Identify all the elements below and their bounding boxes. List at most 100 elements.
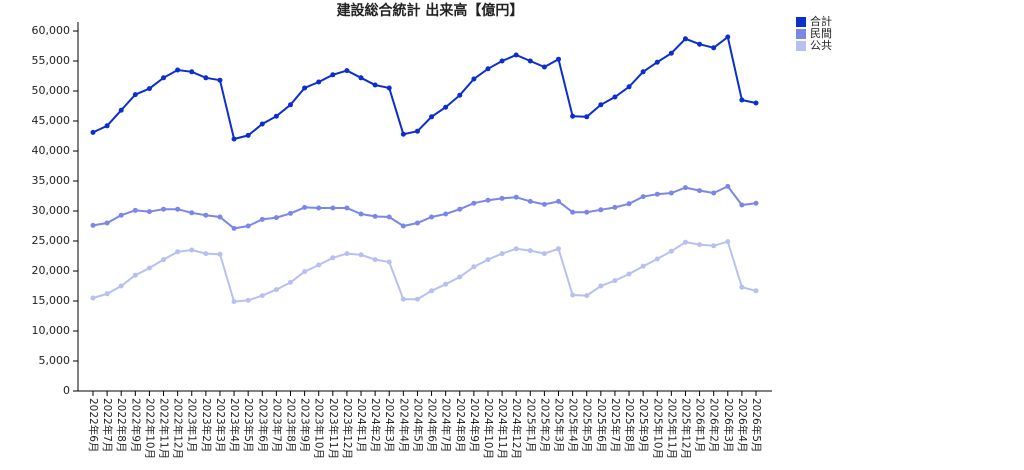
point bbox=[499, 58, 505, 64]
point bbox=[527, 198, 533, 204]
point bbox=[429, 214, 435, 220]
x-tick-label: 2024年12月 bbox=[510, 398, 523, 459]
x-tick-label: 2024年1月 bbox=[355, 398, 368, 452]
point bbox=[259, 293, 265, 299]
point bbox=[118, 283, 124, 289]
point bbox=[457, 274, 463, 280]
x-tick-label: 2023年12月 bbox=[341, 398, 354, 459]
point bbox=[697, 188, 703, 194]
point bbox=[203, 212, 209, 218]
point bbox=[372, 82, 378, 88]
point bbox=[598, 207, 604, 213]
point bbox=[330, 72, 336, 78]
point bbox=[175, 206, 181, 212]
point bbox=[302, 85, 308, 91]
point bbox=[612, 278, 618, 284]
x-tick-label: 2024年9月 bbox=[468, 398, 481, 452]
x-tick-label: 2023年8月 bbox=[284, 398, 297, 452]
x-tick-label: 2022年8月 bbox=[115, 398, 128, 452]
point bbox=[146, 265, 152, 271]
legend-swatch bbox=[796, 17, 806, 27]
x-tick-label: 2023年9月 bbox=[299, 398, 312, 452]
point bbox=[104, 220, 110, 226]
point bbox=[400, 296, 406, 302]
point bbox=[161, 206, 167, 212]
point bbox=[556, 246, 562, 252]
point bbox=[570, 113, 576, 119]
point bbox=[626, 271, 632, 277]
point bbox=[443, 211, 449, 217]
point bbox=[527, 58, 533, 64]
point bbox=[273, 287, 279, 293]
point bbox=[697, 41, 703, 47]
x-tick-label: 2023年4月 bbox=[228, 398, 241, 452]
point bbox=[541, 64, 547, 70]
x-tick-label: 2022年12月 bbox=[172, 398, 185, 459]
point bbox=[132, 92, 138, 98]
point bbox=[344, 251, 350, 257]
x-tick-label: 2022年9月 bbox=[129, 398, 142, 452]
legend-swatch bbox=[796, 41, 806, 51]
point bbox=[189, 247, 195, 253]
point bbox=[104, 291, 110, 297]
point bbox=[654, 59, 660, 65]
x-tick-label: 2022年7月 bbox=[101, 398, 114, 452]
point bbox=[189, 69, 195, 75]
point bbox=[584, 209, 590, 215]
x-tick-label: 2024年11月 bbox=[496, 398, 509, 459]
x-tick-label: 2026年4月 bbox=[736, 398, 749, 452]
point bbox=[513, 52, 519, 58]
point bbox=[513, 246, 519, 252]
x-tick-label: 2025年11月 bbox=[665, 398, 678, 459]
x-tick-label: 2025年2月 bbox=[538, 398, 551, 452]
x-tick-label: 2025年1月 bbox=[524, 398, 537, 452]
point bbox=[316, 262, 322, 268]
point bbox=[499, 251, 505, 257]
point bbox=[541, 251, 547, 257]
point bbox=[161, 75, 167, 81]
point bbox=[471, 264, 477, 270]
point bbox=[668, 50, 674, 56]
x-tick-label: 2025年12月 bbox=[679, 398, 692, 459]
point bbox=[203, 75, 209, 81]
point bbox=[358, 252, 364, 258]
x-tick-label: 2026年5月 bbox=[750, 398, 763, 452]
point bbox=[739, 97, 745, 103]
point bbox=[287, 279, 293, 285]
point bbox=[414, 220, 420, 226]
y-tick-label: 10,000 bbox=[32, 324, 71, 337]
x-tick-label: 2023年5月 bbox=[242, 398, 255, 452]
x-tick-label: 2023年3月 bbox=[214, 398, 227, 452]
y-tick-label: 20,000 bbox=[32, 264, 71, 277]
point bbox=[711, 243, 717, 249]
point bbox=[90, 129, 96, 135]
y-tick-label: 0 bbox=[63, 384, 70, 397]
point bbox=[273, 215, 279, 221]
point bbox=[358, 211, 364, 217]
point bbox=[245, 223, 251, 229]
point bbox=[471, 200, 477, 206]
point bbox=[697, 242, 703, 248]
point bbox=[640, 194, 646, 200]
y-tick-label: 25,000 bbox=[32, 234, 71, 247]
point bbox=[245, 297, 251, 303]
x-tick-label: 2025年8月 bbox=[623, 398, 636, 452]
point bbox=[90, 222, 96, 228]
x-tick-label: 2024年3月 bbox=[383, 398, 396, 452]
point bbox=[231, 299, 237, 305]
x-tick-label: 2026年2月 bbox=[708, 398, 721, 452]
point bbox=[414, 128, 420, 134]
point bbox=[541, 201, 547, 207]
point bbox=[556, 198, 562, 204]
x-tick-label: 2022年6月 bbox=[87, 398, 100, 452]
point bbox=[443, 281, 449, 287]
point bbox=[485, 197, 491, 203]
point bbox=[302, 269, 308, 275]
point bbox=[330, 255, 336, 261]
point bbox=[386, 85, 392, 91]
point bbox=[175, 249, 181, 255]
point bbox=[499, 195, 505, 201]
x-tick-label: 2025年7月 bbox=[609, 398, 622, 452]
x-tick-label: 2024年8月 bbox=[454, 398, 467, 452]
point bbox=[259, 121, 265, 127]
